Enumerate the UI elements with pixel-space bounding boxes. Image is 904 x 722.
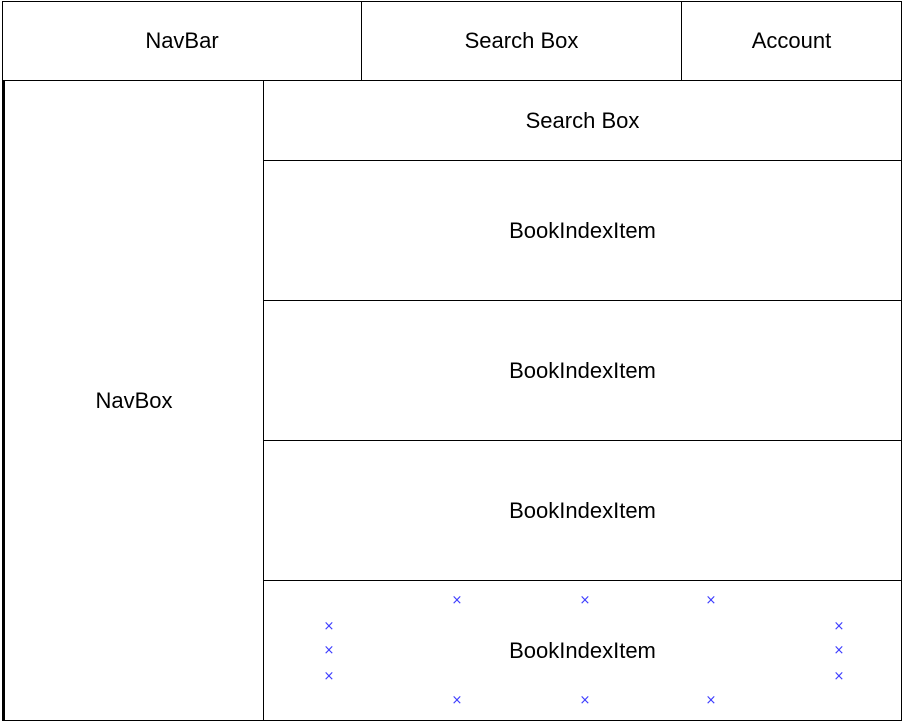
resize-handle-top-right[interactable]: × bbox=[705, 593, 717, 608]
resize-handle-left-upper[interactable]: × bbox=[323, 619, 335, 634]
resize-handle-left[interactable]: × bbox=[323, 643, 335, 658]
resize-handle-top-left[interactable]: × bbox=[451, 593, 463, 608]
account-label: Account bbox=[751, 28, 832, 53]
book-index-item-label: BookIndexItem bbox=[509, 357, 656, 383]
resize-handle-bottom[interactable]: × bbox=[579, 693, 591, 708]
book-index-item-label: BookIndexItem bbox=[509, 497, 656, 523]
resize-handle-top[interactable]: × bbox=[579, 593, 591, 608]
resize-handle-bottom-left[interactable]: × bbox=[451, 693, 463, 708]
resize-handle-right-upper[interactable]: × bbox=[833, 619, 845, 634]
main-search-box[interactable]: Search Box bbox=[263, 80, 902, 161]
navbox-label: NavBox bbox=[95, 387, 173, 413]
book-index-item-3[interactable]: BookIndexItem bbox=[263, 440, 902, 581]
resize-handle-right-lower[interactable]: × bbox=[833, 669, 845, 684]
navbar-box[interactable]: NavBar bbox=[2, 1, 362, 81]
navbox-box[interactable]: NavBox bbox=[2, 80, 264, 721]
header-search-label: Search Box bbox=[464, 28, 579, 53]
resize-handle-left-lower[interactable]: × bbox=[323, 669, 335, 684]
resize-handle-right[interactable]: × bbox=[833, 643, 845, 658]
book-index-item-4-selected[interactable]: BookIndexItem bbox=[263, 580, 902, 721]
header-search-box[interactable]: Search Box bbox=[361, 1, 682, 81]
account-box[interactable]: Account bbox=[681, 1, 902, 81]
book-index-item-label: BookIndexItem bbox=[509, 637, 656, 663]
resize-handle-bottom-right[interactable]: × bbox=[705, 693, 717, 708]
book-index-item-label: BookIndexItem bbox=[509, 217, 656, 243]
book-index-item-2[interactable]: BookIndexItem bbox=[263, 300, 902, 441]
main-search-label: Search Box bbox=[525, 107, 640, 133]
book-index-item-1[interactable]: BookIndexItem bbox=[263, 160, 902, 301]
navbar-label: NavBar bbox=[145, 28, 219, 53]
